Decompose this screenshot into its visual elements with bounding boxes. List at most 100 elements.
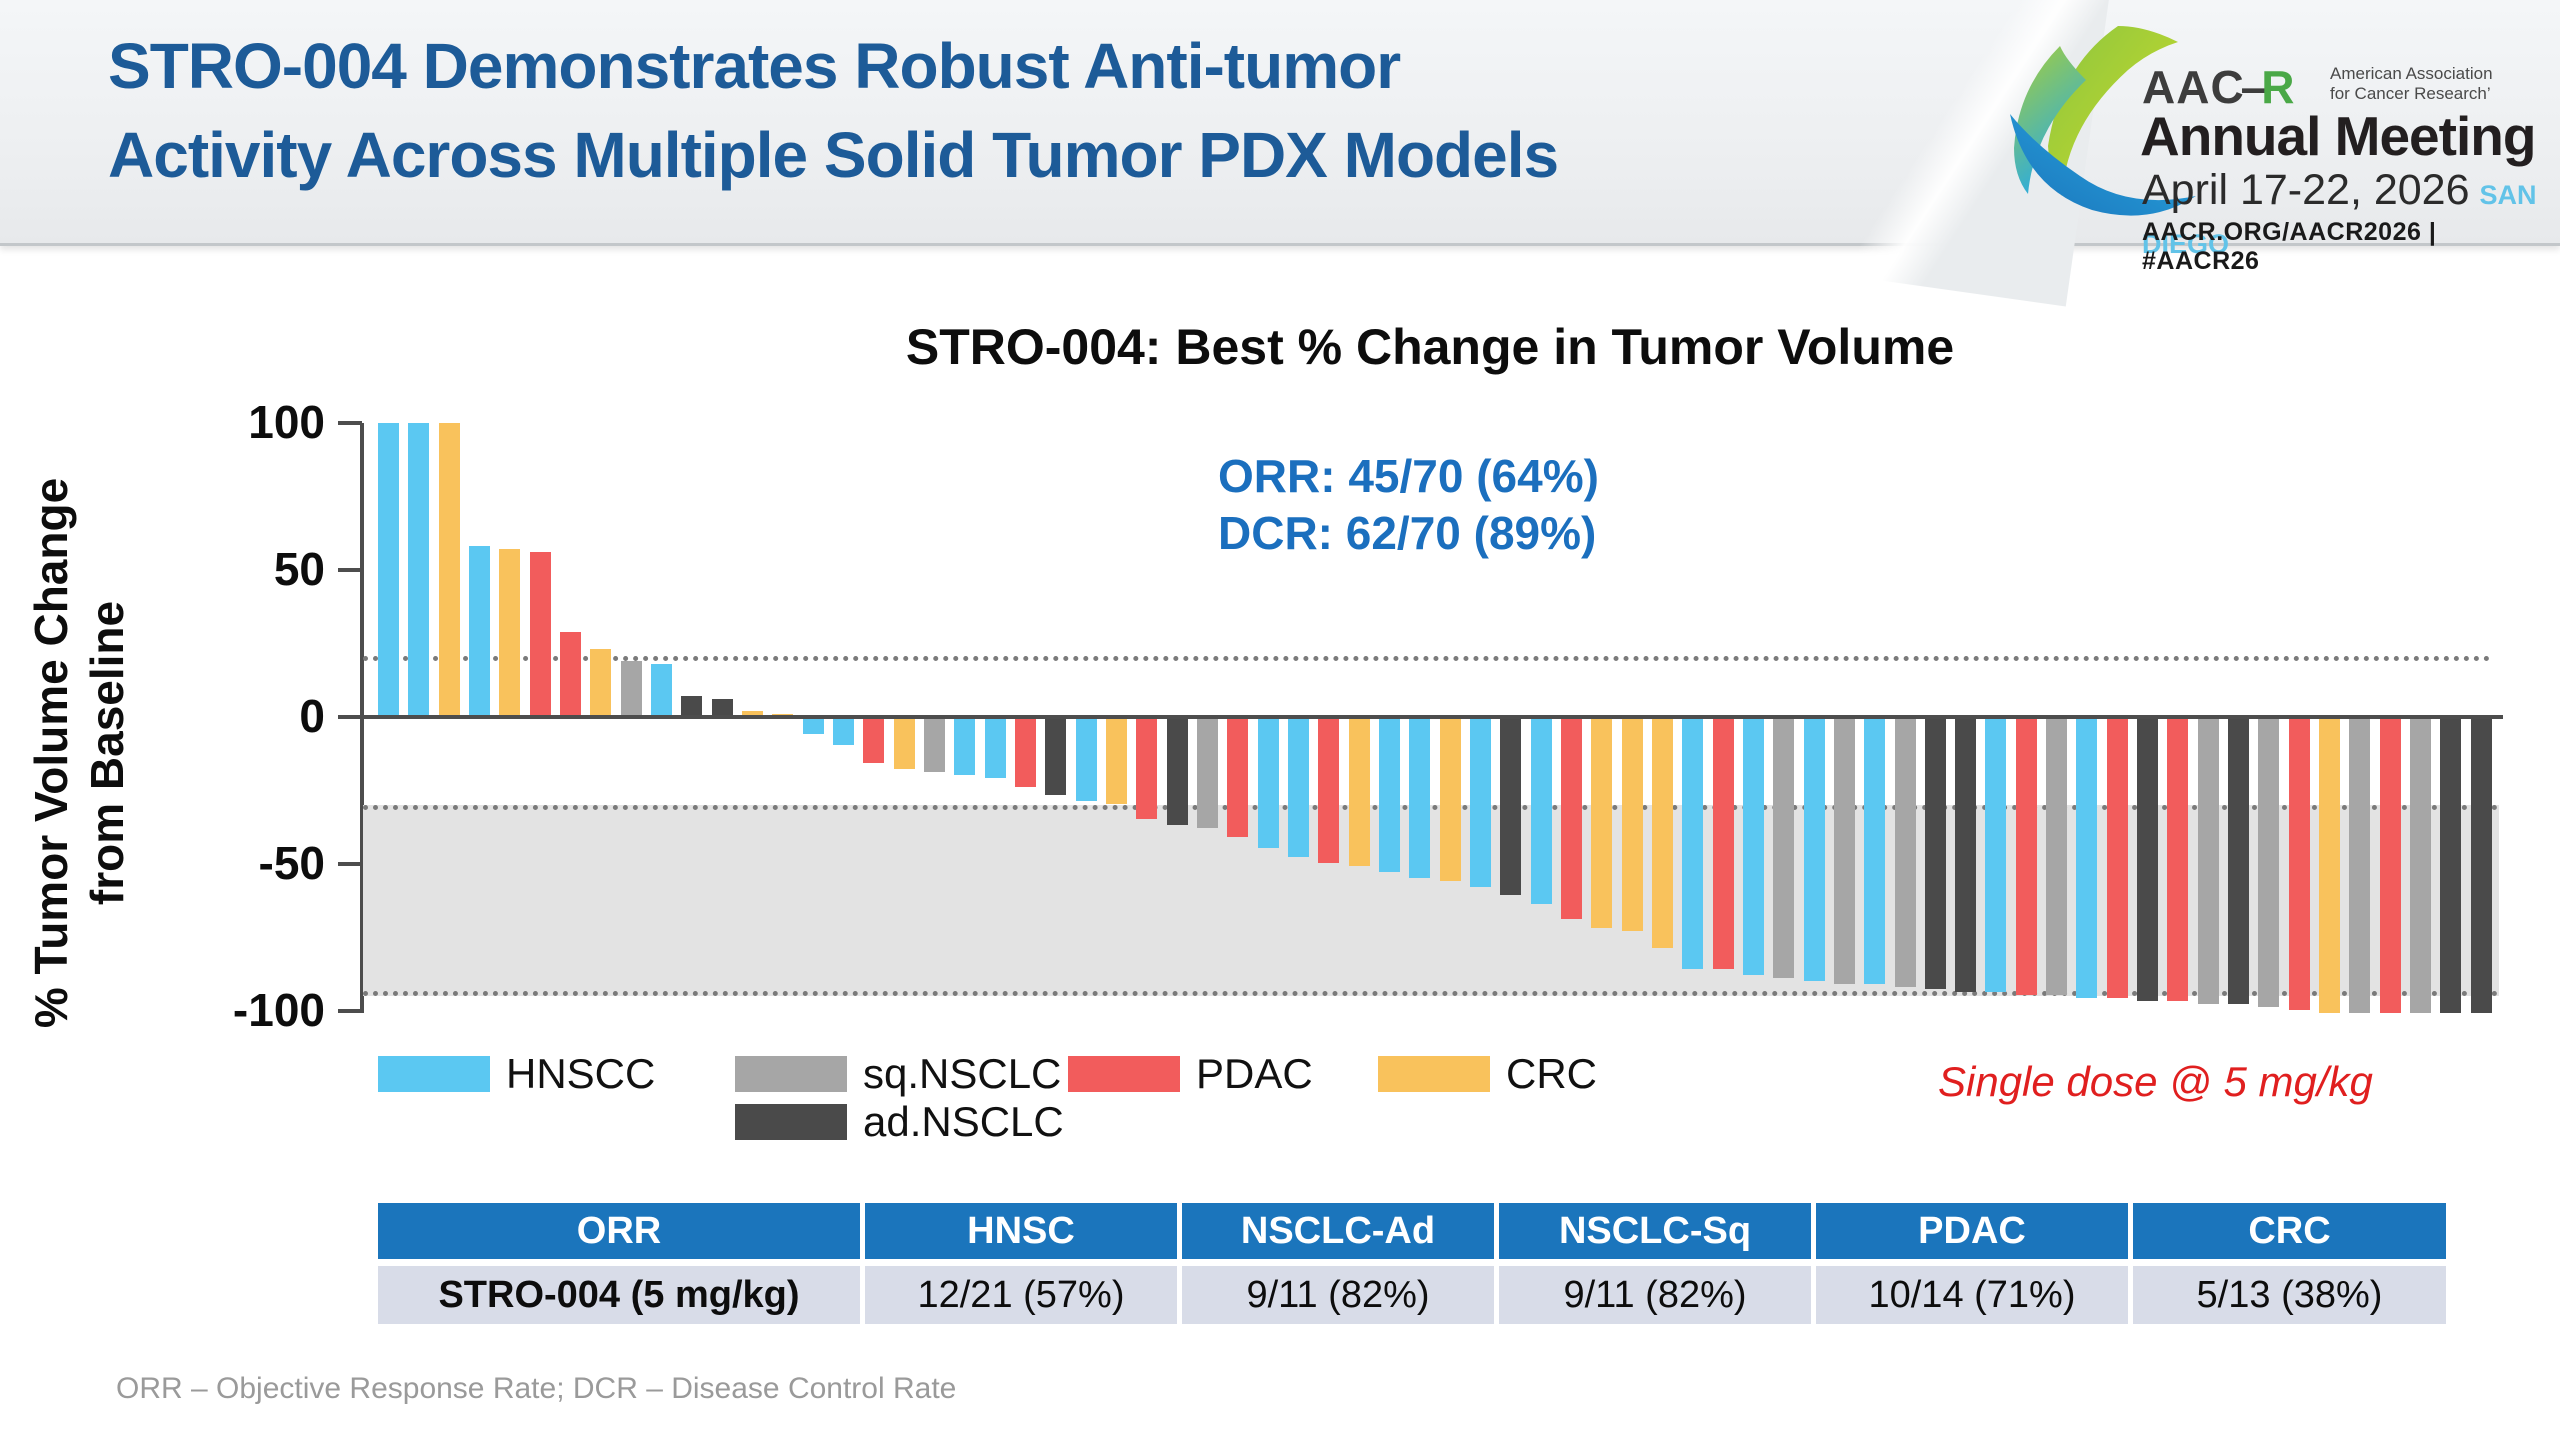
y-axis-title-line1: % Tumor Volume Change: [25, 477, 77, 1029]
bar-60-PDAC: [2167, 719, 2188, 1001]
bar-35-HNSCC: [1409, 719, 1430, 878]
aacr-acronym: AAC–R: [2142, 60, 2296, 114]
footer-abbreviations: ORR – Objective Response Rate; DCR – Dis…: [116, 1372, 957, 1405]
bar-2-HNSCC: [408, 423, 429, 717]
y-tick-label--100: -100: [232, 984, 325, 1036]
aacr-association-line1: American Association: [2330, 64, 2493, 83]
y-axis-title-line2: from Baseline: [81, 600, 133, 906]
y-axis-title: % Tumor Volume Change from Baseline: [23, 453, 153, 1053]
bar-3-CRC: [439, 423, 460, 717]
bar-58-PDAC: [2107, 719, 2128, 998]
bar-8-CRC: [590, 649, 611, 717]
bar-6-PDAC: [530, 552, 551, 717]
bar-29-PDAC: [1227, 719, 1248, 837]
bar-11-adNSCLC: [681, 696, 702, 717]
aacr-acronym-dash: –: [2240, 61, 2268, 113]
reference-line-plus20: [363, 656, 2491, 661]
bar-23-adNSCLC: [1045, 719, 1066, 795]
chart-title: STRO-004: Best % Change in Tumor Volume: [905, 319, 1955, 375]
bar-45-PDAC: [1713, 719, 1734, 969]
y-tick-100: [338, 421, 362, 425]
aacr-association-text: American Association for Cancer Research…: [2330, 64, 2493, 104]
bar-51-sqNSCLC: [1895, 719, 1916, 987]
aacr-acronym-main: AAC: [2142, 61, 2245, 113]
bar-34-HNSCC: [1379, 719, 1400, 872]
bar-26-PDAC: [1136, 719, 1157, 819]
bar-4-HNSCC: [469, 546, 490, 717]
aacr-url-line: AACR.ORG/AACR2026 | #AACR26: [2142, 218, 2437, 275]
table-cell: 9/11 (82%): [1499, 1266, 1811, 1324]
bar-63-sqNSCLC: [2258, 719, 2279, 1007]
y-tick--100: [338, 1009, 362, 1013]
slide-title: STRO-004 Demonstrates Robust Anti-tumor …: [108, 22, 1559, 200]
dose-note: Single dose @ 5 mg/kg: [1938, 1058, 2373, 1105]
bar-21-HNSCC: [985, 719, 1006, 778]
slide-title-line1: STRO-004 Demonstrates Robust Anti-tumor: [108, 30, 1401, 102]
bar-41-CRC: [1591, 719, 1612, 928]
aacr-event-dates: April 17-22, 2026 SAN DIEGO: [2142, 166, 2556, 264]
bar-36-CRC: [1440, 719, 1461, 881]
table-header-HNSC: HNSC: [865, 1203, 1177, 1259]
bar-42-CRC: [1622, 719, 1643, 931]
bar-30-HNSCC: [1258, 719, 1279, 848]
aacr-acronym-r: R: [2261, 61, 2296, 113]
bar-19-sqNSCLC: [924, 719, 945, 772]
bar-39-HNSCC: [1531, 719, 1552, 904]
bar-69-adNSCLC: [2440, 719, 2461, 1013]
bar-53-adNSCLC: [1955, 719, 1976, 992]
table-body: STRO-004 (5 mg/kg) 12/21 (57%) 9/11 (82%) 9…: [378, 1266, 2446, 1324]
bar-50-HNSCC: [1864, 719, 1885, 984]
y-axis-spine: [360, 423, 364, 1013]
legend-swatch-adNSCLC: [735, 1104, 847, 1140]
table-row: STRO-004 (5 mg/kg) 12/21 (57%) 9/11 (82%) 9…: [378, 1266, 2446, 1324]
bar-61-sqNSCLC: [2198, 719, 2219, 1004]
aacr-city-text: SAN DIEGO: [2142, 180, 2537, 259]
bar-10-HNSCC: [651, 664, 672, 717]
bar-33-CRC: [1349, 719, 1370, 866]
table-cell: 12/21 (57%): [865, 1266, 1177, 1324]
bar-49-sqNSCLC: [1834, 719, 1855, 984]
y-tick-label-50: 50: [273, 543, 325, 595]
aacr-event-name: Annual Meeting: [2140, 105, 2536, 167]
bar-27-adNSCLC: [1167, 719, 1188, 825]
bar-67-PDAC: [2380, 719, 2401, 1013]
table-cell: 9/11 (82%): [1182, 1266, 1494, 1324]
orr-summary-table: ORR HNSC NSCLC-Ad NSCLC-Sq PDAC CRC STRO-004 …: [378, 1203, 2446, 1324]
bar-7-PDAC: [560, 632, 581, 717]
legend-swatch-sqNSCLC: [735, 1056, 847, 1092]
y-tick-label-100: 100: [248, 396, 325, 448]
table-header-PDAC: PDAC: [1816, 1203, 2128, 1259]
bar-59-adNSCLC: [2137, 719, 2158, 1001]
bar-47-sqNSCLC: [1773, 719, 1794, 978]
bar-17-PDAC: [863, 719, 884, 763]
bar-57-HNSCC: [2076, 719, 2097, 998]
bar-9-sqNSCLC: [621, 661, 642, 717]
aacr-association-line2: for Cancer Research’: [2330, 84, 2491, 103]
bar-68-sqNSCLC: [2410, 719, 2431, 1013]
bar-56-sqNSCLC: [2046, 719, 2067, 995]
bar-66-sqNSCLC: [2349, 719, 2370, 1013]
table-header-row: ORR HNSC NSCLC-Ad NSCLC-Sq PDAC CRC: [378, 1203, 2446, 1259]
bar-24-HNSCC: [1076, 719, 1097, 801]
y-tick-50: [338, 568, 362, 572]
table-header-ORR: ORR: [378, 1203, 860, 1259]
bar-65-CRC: [2319, 719, 2340, 1013]
bar-25-CRC: [1106, 719, 1127, 804]
bar-43-CRC: [1652, 719, 1673, 948]
bar-22-PDAC: [1015, 719, 1036, 787]
bar-37-HNSCC: [1470, 719, 1491, 887]
bar-32-PDAC: [1318, 719, 1339, 863]
bar-28-sqNSCLC: [1197, 719, 1218, 828]
bar-20-HNSCC: [954, 719, 975, 775]
bar-46-HNSCC: [1743, 719, 1764, 975]
y-tick--50: [338, 862, 362, 866]
aacr-logo: AAC–R American Association for Cancer Re…: [2000, 8, 2556, 275]
legend-label-sqNSCLC: sq.NSCLC: [863, 1050, 1062, 1097]
legend-label-adNSCLC: ad.NSCLC: [863, 1098, 1064, 1145]
bar-31-HNSCC: [1288, 719, 1309, 857]
orr-dcr-annotation: ORR: 45/70 (64%) DCR: 62/70 (89%): [1218, 448, 1599, 562]
bar-38-adNSCLC: [1500, 719, 1521, 895]
bar-48-HNSCC: [1804, 719, 1825, 981]
bar-64-PDAC: [2289, 719, 2310, 1010]
